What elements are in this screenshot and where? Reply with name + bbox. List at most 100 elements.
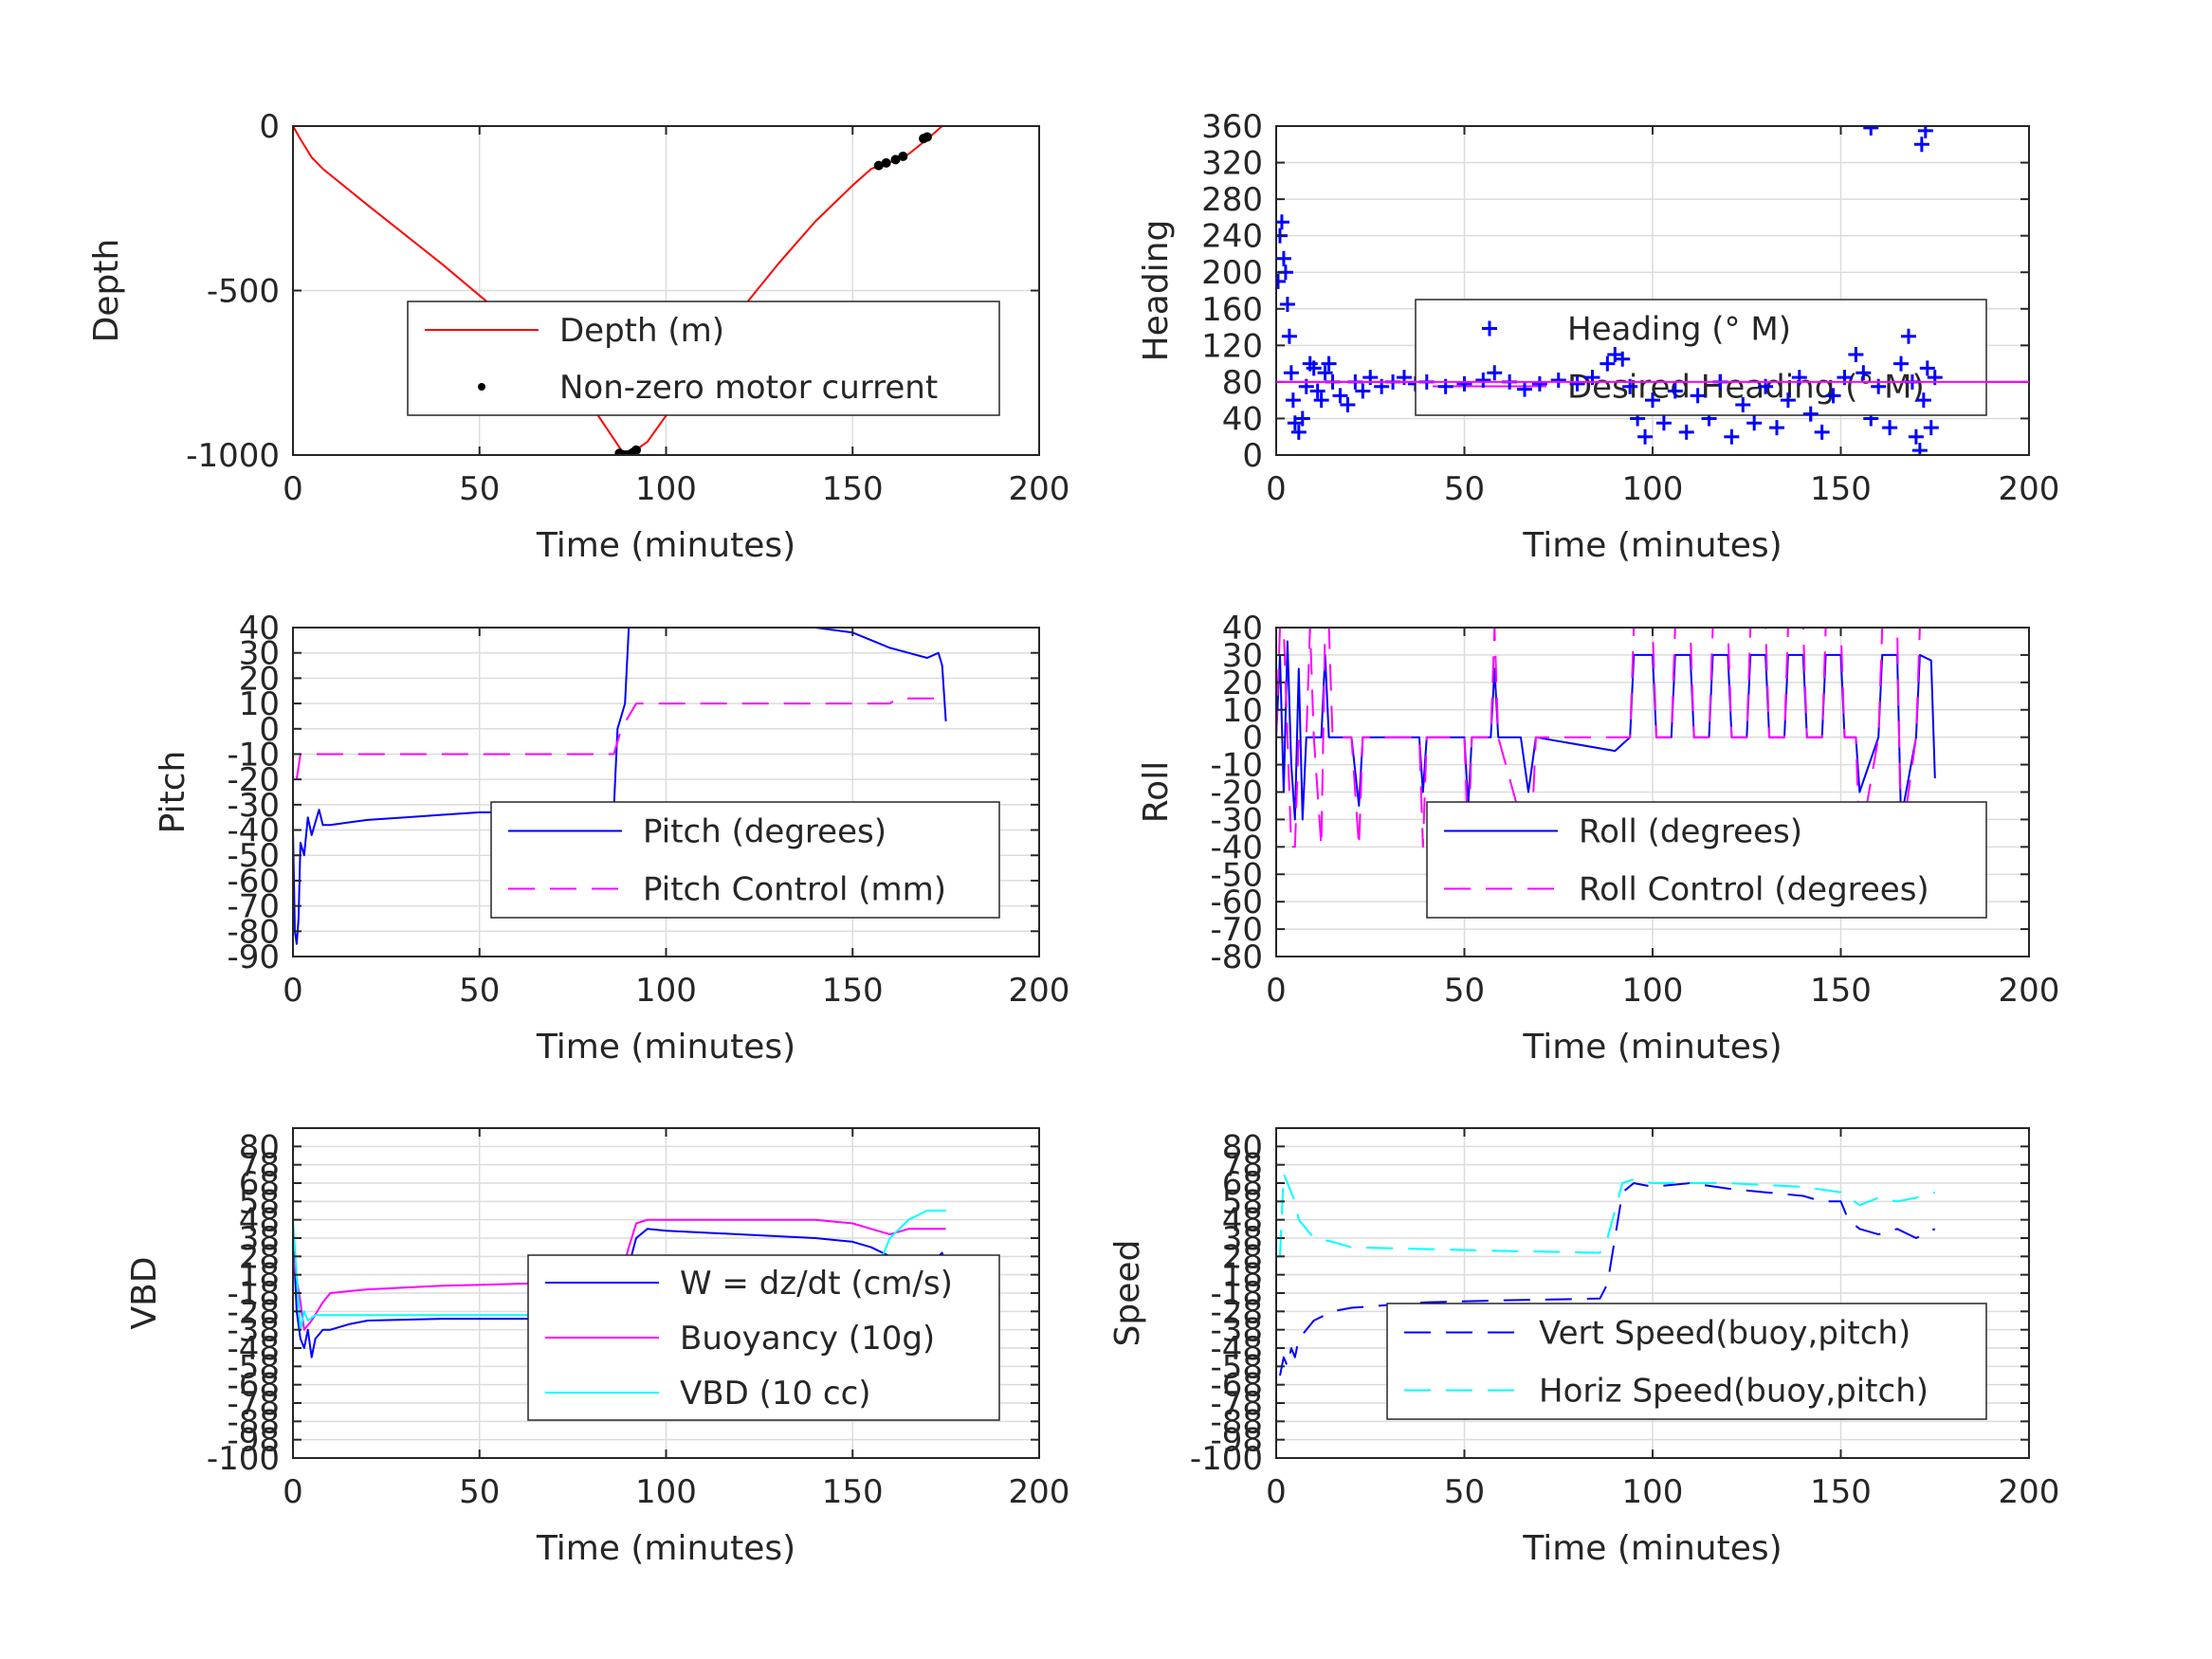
pitch-legend-label-control: Pitch Control (mm)	[643, 871, 946, 909]
roll-tick-labels: 0 50 100 150 200-80-70-60-50-40-30-20-100102…	[1210, 610, 2059, 1010]
depth-legend: Depth (m) Non-zero motor current	[407, 301, 1000, 416]
vbd-y-tick-label: -100	[207, 1440, 280, 1478]
heading-series-0-point	[1276, 250, 1291, 266]
pitch-y-tick-label: -70	[227, 888, 280, 926]
speed-y-tick-label: 28	[1222, 1238, 1263, 1276]
depth-series-1-point	[631, 445, 642, 455]
speed-y-tick-label: 78	[1222, 1147, 1263, 1185]
pitch-panel: 0 50 100 150 200-90-80-70-60-50-40-30-20-100…	[154, 610, 1069, 1066]
depth-x-tick-label: 0	[283, 470, 303, 508]
depth-legend-box	[407, 301, 1000, 416]
roll-y-tick-label: -50	[1210, 856, 1263, 894]
speed-legend-box	[1386, 1303, 1987, 1420]
vbd-y-tick-label: -68	[227, 1367, 280, 1405]
heading-x-tick-label: 0	[1266, 470, 1287, 508]
heading-x-tick-label: 200	[1999, 470, 2060, 508]
heading-series-0-point	[1917, 126, 1933, 138]
depth-legend-label-motor: Non-zero motor current	[559, 369, 938, 407]
vbd-y-tick-label: 28	[239, 1238, 280, 1276]
depth-legend-label-depth: Depth (m)	[559, 312, 724, 350]
depth-series-1-point	[922, 132, 932, 142]
roll-y-tick-label: -30	[1210, 801, 1263, 839]
depth-x-tick-label: 150	[822, 470, 884, 508]
heading-series-0-point	[1769, 420, 1785, 436]
pitch-y-axis-label: Pitch	[154, 751, 192, 834]
heading-series-0-point	[1915, 392, 1931, 409]
vbd-y-tick-label: 80	[239, 1128, 280, 1166]
speed-y-tick-label: 48	[1222, 1202, 1263, 1240]
roll-x-tick-label: 150	[1810, 972, 1872, 1010]
pitch-tick-labels: 0 50 100 150 200-90-80-70-60-50-40-30-20-100…	[227, 610, 1069, 1010]
vbd-y-tick-label: -58	[227, 1348, 280, 1386]
pitch-y-tick-label: 10	[239, 685, 280, 723]
roll-series-1-line	[1276, 628, 1931, 848]
speed-y-tick-label: 18	[1222, 1257, 1263, 1295]
roll-legend-label-roll: Roll (degrees)	[1579, 813, 1802, 851]
heading-series-0-point	[1735, 396, 1751, 412]
depth-x-tick-label: 100	[635, 470, 697, 508]
heading-series-0-point	[1690, 388, 1706, 404]
vbd-legend-label-vbd: VBD (10 cc)	[680, 1375, 871, 1413]
heading-series-0-point	[1475, 372, 1491, 388]
heading-series-0-point	[1746, 415, 1763, 431]
heading-y-tick-label: 200	[1201, 254, 1263, 292]
speed-y-axis-label: Speed	[1108, 1240, 1147, 1347]
heading-series-0-point	[1724, 428, 1740, 445]
roll-y-tick-label: 40	[1222, 610, 1263, 647]
heading-series-0-point	[1569, 375, 1585, 392]
heading-series-0-point	[1600, 356, 1616, 372]
heading-series-0-point	[1825, 388, 1841, 404]
heading-series-0-point	[1294, 410, 1310, 427]
depth-x-axis-label: Time (minutes)	[536, 526, 795, 565]
roll-y-tick-label: 10	[1222, 692, 1263, 730]
heading-series-0-point	[1306, 360, 1322, 376]
heading-series-0-point	[1517, 381, 1533, 397]
vbd-y-tick-label: -88	[227, 1403, 280, 1441]
heading-series-0-point	[1279, 296, 1295, 312]
heading-x-tick-label: 100	[1622, 470, 1684, 508]
pitch-y-tick-label: -20	[227, 761, 280, 799]
pitch-y-tick-label: -30	[227, 787, 280, 825]
heading-series-0-point	[1332, 388, 1348, 404]
heading-x-tick-label: 50	[1444, 470, 1485, 508]
speed-y-tick-label: 80	[1222, 1128, 1263, 1166]
speed-x-tick-label: 0	[1266, 1473, 1287, 1511]
roll-y-tick-label: -20	[1210, 775, 1263, 812]
pitch-x-tick-label: 200	[1009, 972, 1070, 1010]
speed-panel: 0 50 100 150 200 -100-98-88-78-68-58-48-38-28…	[1108, 1127, 2059, 1568]
speed-y-tick-label: -48	[1210, 1330, 1263, 1368]
speed-y-tick-label: 68	[1222, 1165, 1263, 1203]
heading-series-0-point	[1355, 383, 1371, 399]
speed-y-tick-label: -18	[1210, 1275, 1263, 1313]
heading-y-axis-label: Heading	[1137, 220, 1176, 362]
heading-series-0-point	[1317, 365, 1333, 381]
pitch-y-tick-label: 30	[239, 635, 280, 673]
depth-legend-symbol-motor	[478, 383, 485, 391]
pitch-legend-box	[490, 801, 1000, 919]
speed-x-tick-label: 100	[1622, 1473, 1684, 1511]
vbd-x-tick-label: 150	[822, 1473, 884, 1511]
pitch-y-tick-label: 40	[239, 610, 280, 647]
speed-y-tick-label: 38	[1222, 1220, 1263, 1258]
heading-series-0-point	[1655, 415, 1672, 431]
heading-series-0-point	[1645, 392, 1660, 409]
depth-y-axis-label: Depth	[87, 239, 126, 343]
depth-plot-area	[293, 126, 943, 455]
roll-x-tick-label: 50	[1444, 972, 1485, 1010]
vbd-x-tick-label: 50	[459, 1473, 500, 1511]
vbd-y-tick-label: -98	[227, 1422, 280, 1460]
pitch-y-tick-label: -90	[227, 939, 280, 976]
heading-series-0-point	[1911, 443, 1928, 455]
heading-legend-label-heading: Heading (° M)	[1567, 311, 1791, 349]
roll-y-tick-label: 30	[1222, 637, 1263, 675]
heading-y-tick-label: 120	[1201, 327, 1263, 365]
depth-series-1-point	[873, 160, 884, 171]
vbd-x-axis-label: Time (minutes)	[536, 1529, 795, 1568]
vbd-panel: 0 50 100 150 200 -100-98-88-78-68-58-48-38-28…	[125, 1127, 1069, 1568]
pitch-x-axis-label: Time (minutes)	[536, 1028, 795, 1066]
roll-y-tick-label: -80	[1210, 939, 1263, 976]
pitch-series-1-line	[295, 697, 942, 780]
heading-y-tick-label: 0	[1242, 437, 1263, 475]
